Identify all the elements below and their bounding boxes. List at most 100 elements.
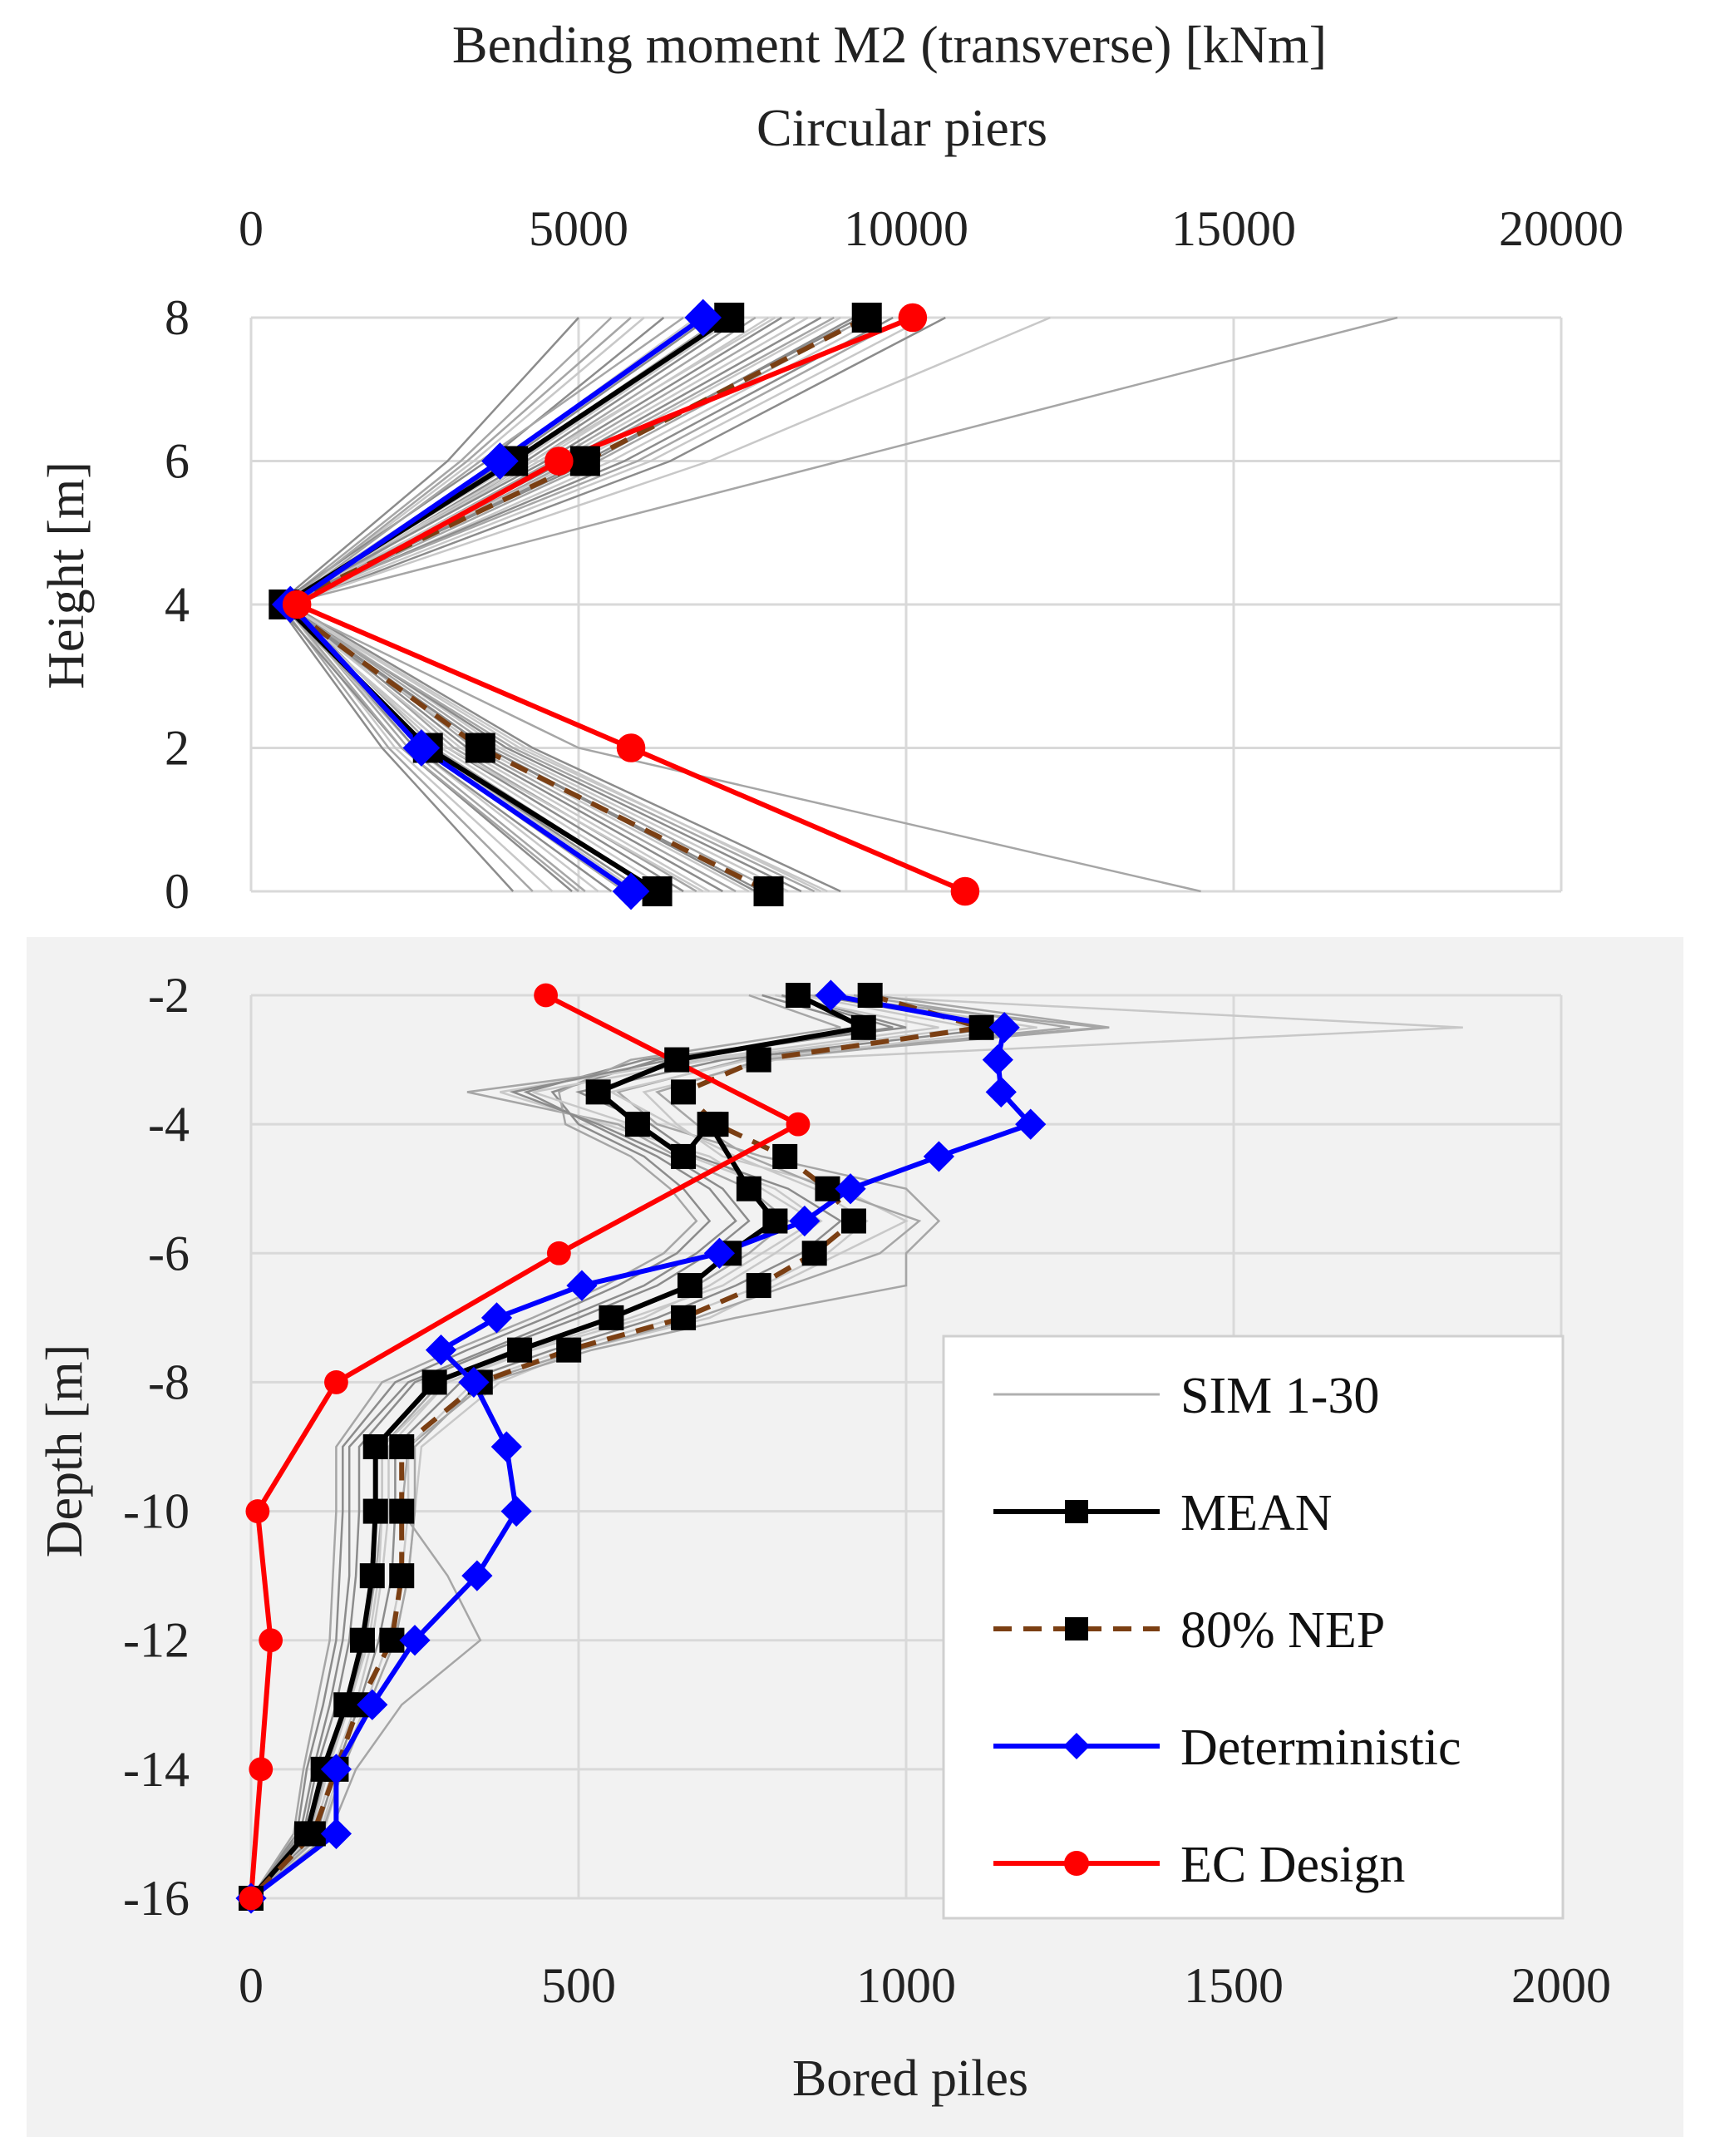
bottom-point-deterministic — [480, 1302, 513, 1334]
top-point-80-nep — [851, 303, 882, 333]
chart-title: Bending moment M2 (transverse) [kNm] — [452, 15, 1327, 74]
bottom-x-axis-label: Bored piles — [792, 2050, 1028, 2107]
bottom-point-deterministic — [320, 1818, 352, 1850]
bottom-point-80-nep — [389, 1434, 415, 1459]
bottom-sim-line — [250, 994, 907, 1899]
bottom-series — [235, 979, 1047, 1914]
legend: SIM 1-30 MEAN 80% NEP Deterministic EC Desig… — [942, 1335, 1565, 1920]
bottom-y-tick-label: -14 — [123, 1742, 190, 1797]
bottom-point-deterministic — [490, 1431, 522, 1463]
bottom-point-80-nep — [671, 1305, 697, 1330]
legend-marker-deterministic — [1063, 1733, 1090, 1759]
legend-marker-mean — [1065, 1500, 1088, 1523]
bottom-x-tick-label: 1500 — [1184, 1958, 1284, 2013]
bottom-y-tick-label: -6 — [148, 1226, 190, 1280]
top-point-deterministic — [402, 729, 441, 767]
bottom-point-80-nep — [556, 1337, 582, 1363]
bottom-y-tick-label: -2 — [148, 968, 190, 1023]
bottom-point-mean — [359, 1563, 385, 1589]
top-point-ec-design — [545, 446, 574, 476]
top-tick-labels: 0 5000 10000 15000 20000 0 2 4 6 8 — [165, 201, 1624, 919]
bottom-point-80-nep — [746, 1047, 771, 1073]
bottom-point-mean — [850, 1014, 876, 1040]
chart-subtitle: Circular piers — [756, 98, 1047, 157]
bottom-y-axis-label: Depth [m] — [37, 1344, 93, 1558]
bottom-point-80-nep — [746, 1273, 771, 1299]
bottom-sim-line — [250, 994, 1071, 1899]
bottom-point-80-nep — [389, 1498, 415, 1524]
bottom-point-80-nep — [857, 983, 883, 1008]
bottom-point-mean — [349, 1627, 375, 1653]
top-point-80-nep — [753, 876, 784, 906]
bottom-point-deterministic — [399, 1625, 431, 1656]
bottom-point-deterministic — [566, 1270, 598, 1301]
bottom-point-ec-design — [534, 983, 558, 1008]
top-point-deterministic — [612, 872, 650, 910]
bottom-point-mean — [624, 1112, 650, 1137]
bottom-point-mean — [671, 1143, 697, 1169]
bottom-y-tick-label: -10 — [123, 1484, 190, 1539]
bottom-y-tick-label: -16 — [123, 1871, 190, 1926]
bottom-point-deterministic — [835, 1173, 866, 1205]
top-y-tick-label: 2 — [165, 721, 190, 776]
bottom-sim-line — [249, 994, 841, 1899]
bottom-point-mean — [785, 983, 811, 1008]
legend-marker-ec-design — [1064, 1851, 1089, 1876]
top-y-tick-label: 6 — [165, 434, 190, 489]
bottom-point-deterministic — [458, 1366, 490, 1399]
top-point-ec-design — [898, 303, 928, 333]
bottom-x-tick-label: 2000 — [1511, 1958, 1611, 2013]
bottom-series-line-80-nep — [249, 993, 984, 1901]
top-x-tick-label: 0 — [239, 201, 264, 256]
bottom-point-ec-design — [239, 1886, 264, 1911]
bottom-sim-line — [250, 994, 973, 1899]
bottom-point-deterministic — [357, 1689, 388, 1720]
bottom-point-80-nep — [703, 1112, 729, 1137]
bottom-point-mean — [362, 1498, 388, 1524]
top-point-ec-design — [950, 876, 980, 906]
top-point-80-nep — [569, 446, 600, 476]
bottom-y-tick-label: -12 — [123, 1613, 190, 1668]
top-y-tick-label: 0 — [165, 864, 190, 919]
bottom-y-tick-label: -4 — [148, 1097, 190, 1152]
bottom-x-tick-label: 1000 — [856, 1958, 956, 2013]
bottom-point-80-nep — [671, 1079, 697, 1105]
legend-label-sim-1-30: SIM 1-30 — [1180, 1368, 1379, 1424]
top-point-80-nep — [465, 733, 495, 763]
legend-label-deterministic: Deterministic — [1180, 1719, 1461, 1776]
bottom-point-ec-design — [786, 1112, 811, 1137]
bottom-point-mean — [677, 1273, 702, 1299]
top-point-deterministic — [684, 298, 722, 337]
bottom-point-ec-design — [259, 1628, 283, 1653]
bottom-point-mean — [421, 1369, 447, 1395]
bottom-x-tick-label: 0 — [239, 1958, 264, 2013]
bottom-point-80-nep — [801, 1241, 827, 1266]
bottom-point-deterministic — [500, 1495, 532, 1527]
bottom-point-deterministic — [425, 1335, 457, 1366]
legend-label-ec-design: EC Design — [1180, 1837, 1405, 1893]
top-x-tick-label: 10000 — [844, 201, 968, 256]
bottom-point-mean — [762, 1208, 788, 1234]
bottom-point-80-nep — [772, 1143, 798, 1169]
top-x-tick-label: 5000 — [529, 201, 628, 256]
bottom-point-deterministic — [461, 1560, 493, 1591]
bottom-point-mean — [507, 1337, 533, 1363]
legend-box — [942, 1335, 1565, 1920]
bottom-point-ec-design — [324, 1370, 348, 1394]
bottom-point-deterministic — [703, 1237, 736, 1269]
bottom-y-tick-label: -8 — [148, 1354, 190, 1409]
bottom-point-mean — [599, 1305, 624, 1330]
bottom-point-ec-design — [546, 1241, 571, 1265]
bottom-point-ec-design — [245, 1499, 270, 1523]
top-point-ec-design — [282, 590, 312, 619]
bottom-series-line-ec-design — [249, 993, 801, 1899]
bottom-point-mean — [585, 1079, 611, 1105]
bottom-tick-labels: 0 500 1000 1500 2000 -2 -4 -6 -8 -10 -12 -14 -16 — [123, 968, 1611, 2013]
bottom-point-deterministic — [815, 979, 846, 1011]
bottom-sim-line — [250, 994, 939, 1899]
bottom-point-ec-design — [249, 1757, 274, 1782]
bottom-point-mean — [736, 1176, 761, 1201]
top-y-axis-label: Height [m] — [38, 461, 95, 689]
bottom-point-80-nep — [389, 1563, 415, 1589]
